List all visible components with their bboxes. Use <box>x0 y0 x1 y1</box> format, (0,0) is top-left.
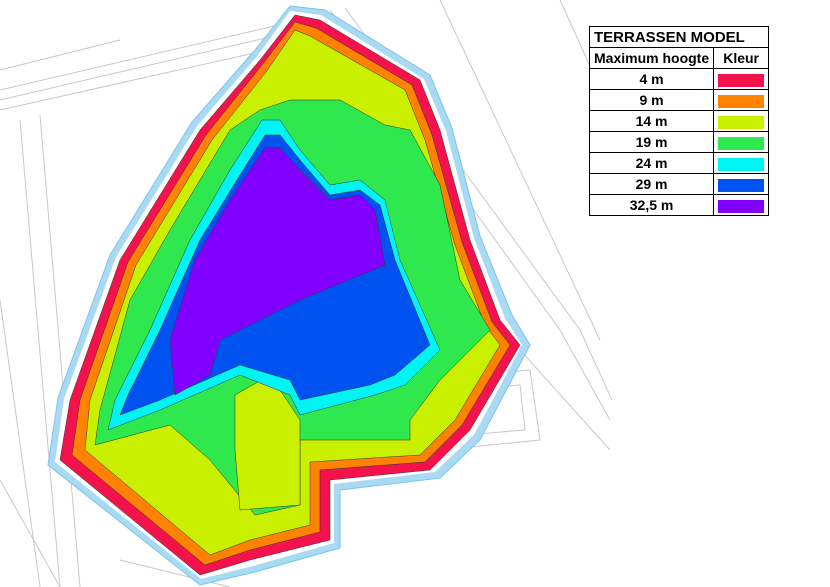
legend-row: 19 m <box>588 131 770 153</box>
color-swatch <box>718 73 765 87</box>
color-swatch <box>718 157 765 171</box>
color-cell <box>713 89 770 111</box>
color-cell <box>713 131 770 153</box>
road <box>0 19 301 111</box>
height-label: 24 m <box>588 152 715 174</box>
height-label: 4 m <box>588 68 715 90</box>
height-label: 14 m <box>588 110 715 132</box>
legend-row: 9 m <box>588 89 770 111</box>
legend-header: Maximum hoogte <box>588 47 715 69</box>
terraces <box>59 14 521 576</box>
color-cell <box>713 110 770 132</box>
legend-row: 24 m <box>588 152 770 174</box>
color-cell <box>713 152 770 174</box>
legend-row: 4 m <box>588 68 770 90</box>
color-swatch <box>718 94 765 108</box>
color-swatch <box>718 136 765 150</box>
legend-header-row: Maximum hoogte Kleur <box>588 47 770 69</box>
terrace-zone <box>169 147 386 396</box>
legend: TERRASSEN MODEL Maximum hoogte Kleur 4 m… <box>588 26 770 216</box>
legend-body: TERRASSEN MODEL Maximum hoogte Kleur 4 m… <box>588 26 770 216</box>
legend-row: 14 m <box>588 110 770 132</box>
legend-title: TERRASSEN MODEL <box>588 26 770 48</box>
height-label: 29 m <box>588 173 715 195</box>
color-cell <box>713 173 770 195</box>
legend-title-row: TERRASSEN MODEL <box>588 26 770 48</box>
legend-row: 29 m <box>588 173 770 195</box>
road <box>0 114 81 587</box>
legend-row: 32,5 m <box>588 194 770 216</box>
height-label: 9 m <box>588 89 715 111</box>
color-swatch <box>718 199 765 213</box>
color-cell <box>713 194 770 216</box>
color-swatch <box>718 178 765 192</box>
color-cell <box>713 68 770 90</box>
height-label: 19 m <box>588 131 715 153</box>
height-label: 32,5 m <box>588 194 715 216</box>
legend-header: Kleur <box>713 47 770 69</box>
color-swatch <box>718 115 765 129</box>
